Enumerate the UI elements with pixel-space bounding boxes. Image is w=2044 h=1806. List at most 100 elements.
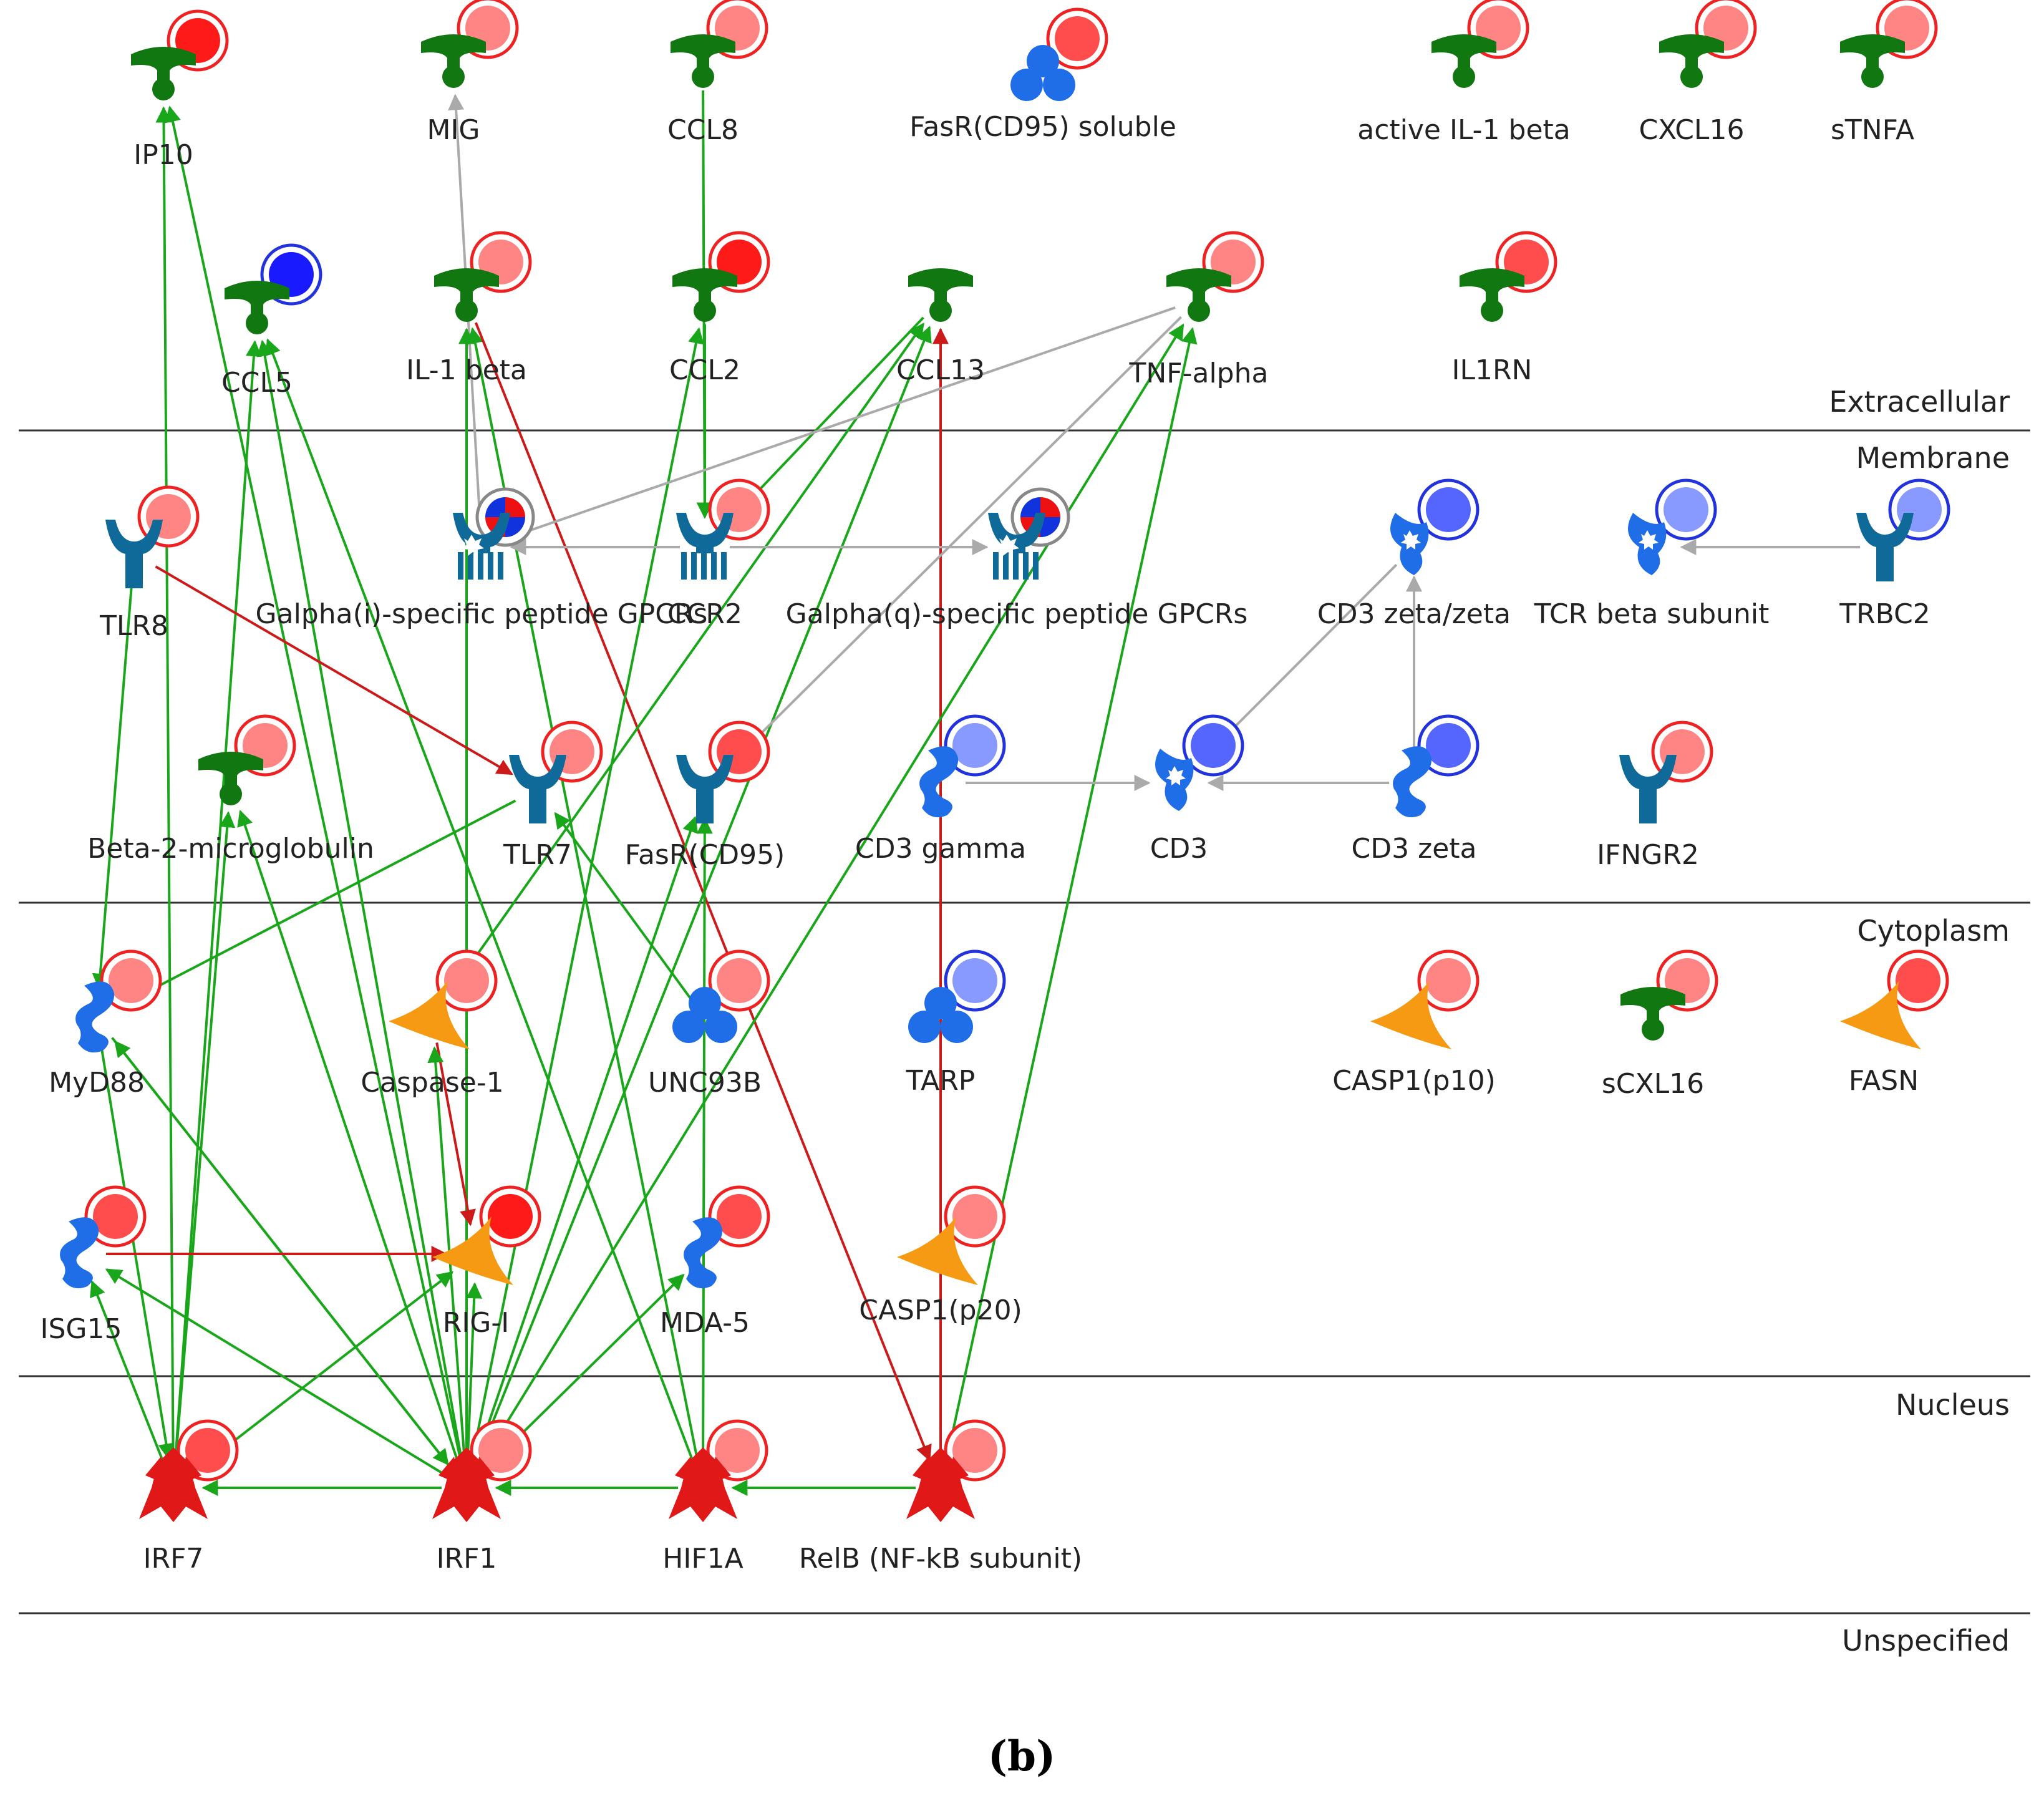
enzyme-icon [432, 1216, 513, 1285]
expression-badge-icon [706, 1419, 768, 1482]
node-label: IP10 [133, 139, 193, 171]
node-il1b[interactable]: IL-1 beta [406, 231, 532, 386]
node-ccl8[interactable]: CCL8 [667, 0, 768, 146]
ligand-icon [671, 34, 735, 88]
node-mig[interactable]: MIG [421, 0, 519, 146]
node-label: IL-1 beta [406, 354, 527, 386]
node-b2m[interactable]: Beta-2-microglobulin [87, 714, 374, 865]
node-ccl5[interactable]: CCL5 [221, 243, 322, 399]
node-label: TRBC2 [1839, 598, 1930, 630]
expression-badge-icon [944, 1419, 1006, 1482]
node-isg15[interactable]: ISG15 [41, 1185, 147, 1345]
node-ccr2[interactable]: CCR2 [667, 478, 770, 630]
node-label: CCL5 [221, 367, 293, 399]
node-cd3z[interactable]: CD3 zeta [1352, 714, 1480, 865]
transcription-factor-icon [669, 1447, 737, 1522]
expression-badge-icon [1417, 478, 1480, 541]
node-cd3g[interactable]: CD3 gamma [855, 714, 1026, 865]
node-fasn[interactable]: FASN [1840, 949, 1949, 1097]
node-label: CD3 zeta [1352, 833, 1477, 865]
node-tlr8[interactable]: TLR8 [99, 485, 200, 642]
transcription-factor-icon [906, 1447, 975, 1522]
ligand-icon [421, 34, 486, 88]
protein-complex-icon [1010, 45, 1075, 101]
node-label: Caspase-1 [361, 1067, 503, 1099]
node-casp1p10[interactable]: CASP1(p10) [1332, 949, 1496, 1097]
node-hif1a[interactable]: HIF1A [662, 1419, 768, 1575]
ligand-icon [1431, 34, 1496, 88]
node-ccl13[interactable]: CCL13 [896, 268, 985, 386]
node-casp1p20[interactable]: CASP1(p20) [859, 1185, 1022, 1326]
expression-badge-icon [1417, 949, 1480, 1012]
node-cd3zz[interactable]: CD3 zeta/zeta [1317, 478, 1511, 630]
edge-hif1a-to-fasr [696, 817, 713, 1464]
node-label: CCR2 [667, 598, 742, 630]
node-trbc2[interactable]: TRBC2 [1839, 478, 1950, 630]
node-label: MyD88 [49, 1067, 145, 1099]
ligand-icon [1460, 268, 1524, 322]
expression-badge-icon [708, 1185, 770, 1248]
node-label: active IL-1 beta [1357, 114, 1571, 146]
edge-tlr7-to-myd88 [122, 799, 516, 1006]
node-il1bact[interactable]: active IL-1 beta [1357, 0, 1571, 146]
node-cxcl16[interactable]: CXCL16 [1639, 0, 1757, 146]
compartment-nucleus: Nucleus [1896, 1388, 2010, 1422]
node-rigi[interactable]: RIG-I [432, 1185, 541, 1339]
ligand-icon [672, 268, 737, 322]
expression-badge-icon [84, 1185, 147, 1248]
receptor-binding-icon [1155, 749, 1194, 811]
node-gpcri[interactable]: Galpha(i)-specific peptide GPCRs [256, 487, 708, 630]
node-label: sTNFA [1831, 114, 1914, 146]
node-label: ISG15 [41, 1313, 122, 1345]
node-cd3[interactable]: CD3 [1150, 714, 1244, 865]
node-irf1[interactable]: IRF1 [432, 1419, 532, 1575]
compartment-membrane: Membrane [1856, 441, 2010, 475]
gpcr-group-icon [453, 513, 510, 580]
node-mda5[interactable]: MDA-5 [660, 1185, 770, 1339]
node-label: CASP1(p10) [1332, 1065, 1496, 1097]
node-myd88[interactable]: MyD88 [49, 949, 162, 1099]
node-ccl2[interactable]: CCL2 [669, 231, 770, 386]
node-fasrs[interactable]: FasR(CD95) soluble [909, 7, 1176, 143]
edge-tnfa-to-gpcri [508, 306, 1176, 540]
receptor-binding-icon [1628, 513, 1667, 575]
protein-icon [919, 746, 959, 818]
node-label: CASP1(p20) [859, 1294, 1022, 1326]
node-stnfa[interactable]: sTNFA [1831, 0, 1938, 146]
node-label: TLR7 [503, 839, 572, 871]
node-fasr[interactable]: FasR(CD95) [625, 721, 785, 871]
compartment-labels: Extracellular Membrane Cytoplasm Nucleus… [1829, 385, 2010, 1658]
ligand-icon [1659, 34, 1724, 88]
enzyme-icon [389, 981, 470, 1049]
node-ifngr2[interactable]: IFNGR2 [1597, 721, 1713, 871]
edge-irf7-to-b2m [174, 811, 236, 1464]
edge-irf7-to-ccl5 [173, 340, 262, 1464]
node-casp1[interactable]: Caspase-1 [361, 949, 504, 1099]
node-tnfa[interactable]: TNF-alpha [1129, 231, 1269, 389]
node-tarp[interactable]: TARP [906, 949, 1006, 1097]
node-ip10[interactable]: IP10 [131, 9, 229, 171]
node-gpcrq[interactable]: Galpha(q)-specific peptide GPCRs [786, 487, 1248, 630]
ligand-icon [1620, 987, 1685, 1041]
node-label: TLR8 [99, 610, 168, 642]
node-tlr7[interactable]: TLR7 [503, 721, 603, 871]
ligand-icon [1840, 34, 1905, 88]
edge-irf1-to-ccl2 [470, 327, 704, 1464]
node-scxl16[interactable]: sCXL16 [1602, 949, 1718, 1100]
edges-layer [90, 90, 1860, 1496]
node-label: Beta-2-microglobulin [87, 833, 374, 865]
node-label: Galpha(i)-specific peptide GPCRs [256, 598, 708, 630]
node-unc93b[interactable]: UNC93B [648, 949, 770, 1099]
node-irf7[interactable]: IRF7 [139, 1419, 239, 1575]
node-il1rn[interactable]: IL1RN [1452, 231, 1557, 386]
ligand-icon [908, 268, 973, 322]
edge-irf1-to-ip10 [165, 105, 463, 1464]
node-relb[interactable]: RelB (NF-kB subunit) [799, 1419, 1082, 1575]
expression-badge-icon [1417, 714, 1480, 777]
node-label: TCR beta subunit [1534, 598, 1770, 630]
node-label: CXCL16 [1639, 114, 1745, 146]
node-label: UNC93B [648, 1067, 762, 1099]
node-tcrb[interactable]: TCR beta subunit [1534, 478, 1770, 630]
edge-il1b-to-relb [474, 322, 932, 1462]
node-label: RelB (NF-kB subunit) [799, 1543, 1082, 1575]
